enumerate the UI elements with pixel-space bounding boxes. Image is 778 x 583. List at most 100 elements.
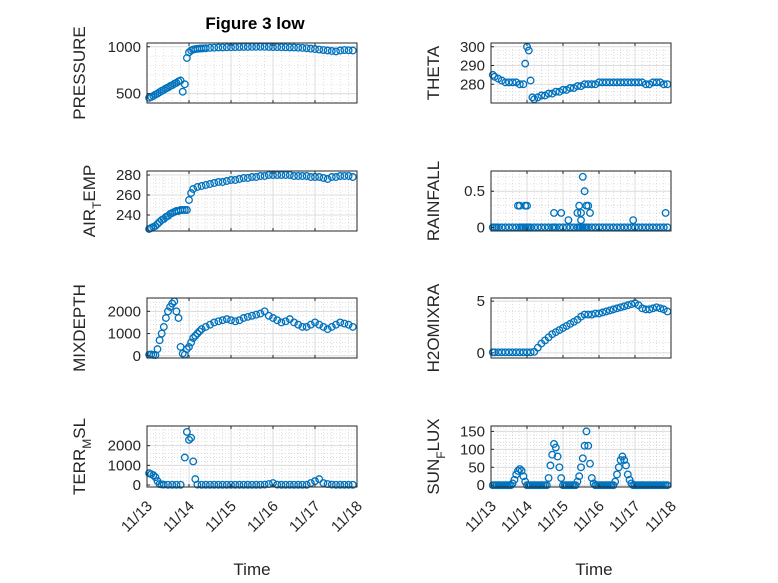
data-point [227,316,235,325]
data-point [544,89,553,98]
data-point [178,87,187,96]
data-point [551,87,560,96]
data-point [290,43,298,52]
data-point [189,334,198,342]
data-point [620,456,629,465]
axes-frame [146,297,358,359]
axes-frame [146,170,358,232]
subplot-air: 240 260 280 AIRTEMP [80,165,358,237]
data-point [168,480,177,489]
data-point [277,43,286,52]
data-point [551,443,560,452]
y-axis-label-main: AIR [80,209,99,237]
data-point [319,322,328,331]
data-point [164,307,172,316]
data-point [277,171,286,179]
data-point [294,320,303,329]
data-point [182,427,191,436]
data-point [557,474,566,482]
data-point [174,314,183,322]
y-tick-label: 240 [116,207,141,224]
data-point [577,216,585,225]
data-point [164,480,172,489]
data-point [294,172,303,180]
y-axis-label: PRESSURE [70,26,89,120]
y-axis-label-main: RAINFALL [424,161,443,241]
data-point [260,480,269,489]
data-point [641,305,650,314]
data-point [285,480,294,489]
data-point [201,44,210,53]
data-point [197,480,206,489]
data-point [306,479,315,488]
data-point [187,189,196,197]
data-point [214,43,223,52]
data-point [306,44,315,53]
data-point [285,43,294,52]
y-tick-label: 2000 [108,303,141,320]
data-point [302,322,311,331]
axes-frame [146,42,358,104]
data-point [306,320,315,329]
data-point [189,185,198,193]
y-axis-label-main: SUN [424,459,443,495]
data-point [523,201,531,210]
data-point [659,80,668,89]
data-point [256,309,265,318]
data-point [508,78,517,87]
y-axis-label-subscript: T [90,201,104,209]
data-point [348,480,357,489]
y-tick-label: 0 [133,348,141,365]
data-point [623,470,632,479]
data-point [336,318,345,327]
data-point [311,318,319,327]
data-point [641,80,650,89]
data-point [256,172,265,180]
y-axis-label: SUNFLUX [424,418,448,494]
axes-frame [146,425,358,488]
y-axis-label: TERRMSL [70,418,94,495]
data-point [182,206,191,214]
data-point [264,171,273,179]
data-point [273,171,282,179]
data-point [623,301,632,310]
data-point [323,175,332,183]
data-point [298,322,307,331]
y-axis-label-main: TERR [70,449,89,495]
y-tick-label: 280 [460,76,485,93]
data-point [273,480,282,489]
data-point [239,480,248,489]
axes-background [147,298,357,358]
data-point [193,329,202,338]
data-point [315,45,324,54]
data-point [227,176,235,184]
data-point [285,171,294,179]
y-tick-label: 260 [116,187,141,204]
data-point [277,318,286,327]
data-point [519,472,528,481]
y-axis-label-main: H2OMIXRA [424,283,443,372]
y-axis-label-subscript: F [434,451,448,458]
axes-frame [490,170,672,232]
data-point [206,480,214,489]
data-point [542,481,551,490]
data-point [661,208,670,217]
data-point [332,320,340,329]
data-point [191,331,200,340]
data-point [185,196,193,204]
data-point [620,302,629,311]
data-point [577,463,585,472]
data-point [214,178,223,186]
data-point [584,201,593,210]
data-point [336,480,345,489]
data-point [528,93,537,102]
data-point [151,222,160,230]
data-point [315,320,324,329]
y-axis-label-main: PRESSURE [70,26,89,120]
data-point [206,320,214,329]
axes-frame [490,425,672,488]
data-point [201,181,210,189]
data-point [526,348,535,357]
data-point [281,317,290,326]
data-point [153,345,162,354]
